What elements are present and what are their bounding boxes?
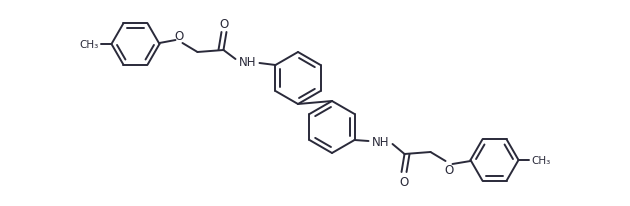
Text: O: O bbox=[399, 175, 408, 188]
Text: O: O bbox=[175, 29, 184, 42]
Text: CH₃: CH₃ bbox=[79, 40, 98, 50]
Text: CH₃: CH₃ bbox=[532, 155, 551, 165]
Text: O: O bbox=[220, 18, 229, 30]
Text: O: O bbox=[444, 163, 453, 176]
Text: NH: NH bbox=[372, 136, 389, 149]
Text: NH: NH bbox=[239, 55, 256, 68]
